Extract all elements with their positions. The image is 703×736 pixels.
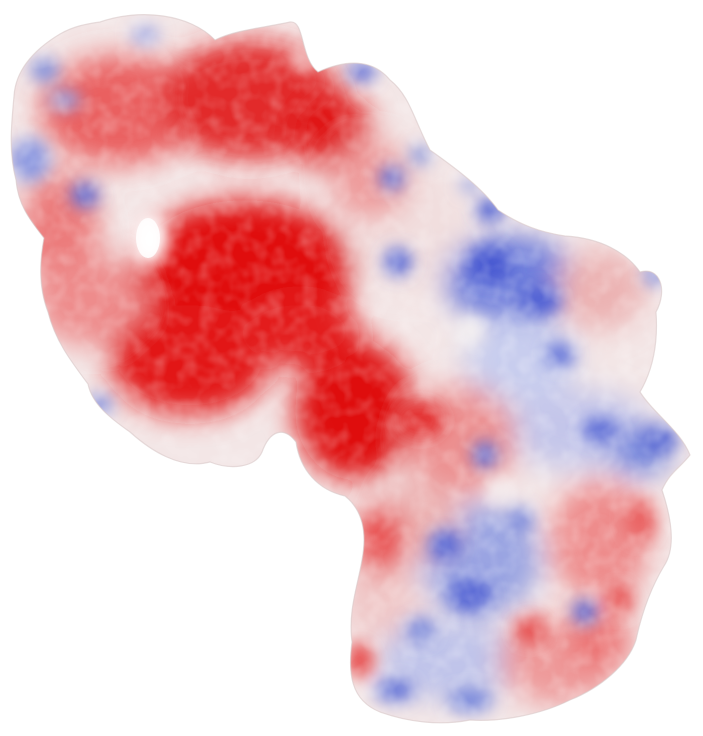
molecular-surface-viewport[interactable] [0, 0, 703, 736]
electrostatic-surface [10, 14, 691, 724]
